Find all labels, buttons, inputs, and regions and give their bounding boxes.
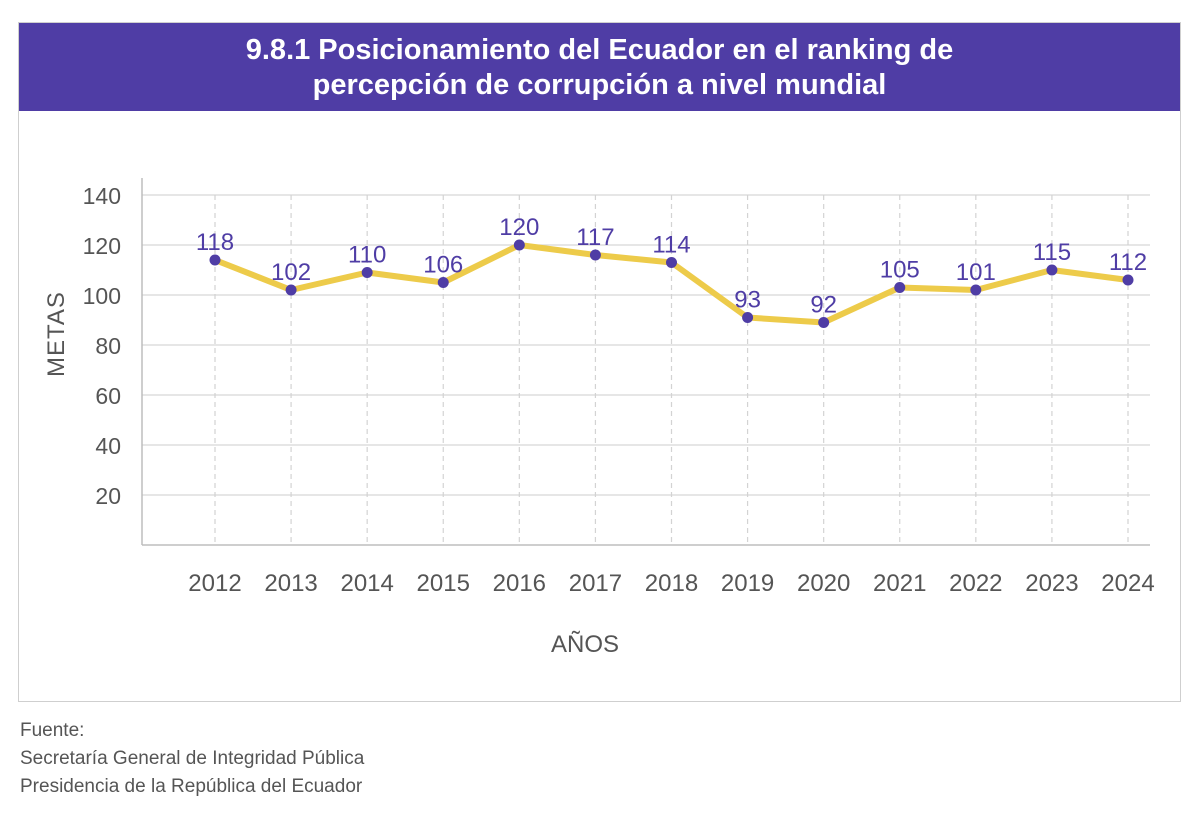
data-label: 106 — [423, 252, 463, 279]
data-label: 110 — [348, 242, 386, 269]
x-tick-label: 2023 — [1025, 570, 1078, 597]
data-point — [361, 267, 373, 278]
data-label: 117 — [576, 224, 614, 251]
data-label: 118 — [196, 229, 234, 256]
source-line-2: Presidencia de la República del Ecuador — [20, 776, 363, 797]
data-label: 93 — [734, 287, 761, 314]
x-tick-label: 2021 — [873, 570, 926, 597]
data-point — [513, 239, 525, 251]
y-tick-label: 120 — [83, 233, 121, 259]
data-point — [818, 317, 830, 328]
source-line-1: Secretaría General de Integridad Pública — [20, 748, 365, 769]
y-tick-label: 100 — [83, 283, 121, 309]
data-label: 115 — [1033, 239, 1071, 266]
chart-title-line-2: percepción de corrupción a nivel mundial — [312, 69, 887, 101]
data-point — [437, 277, 449, 288]
data-label: 92 — [810, 292, 837, 319]
x-tick-label: 2016 — [493, 570, 546, 597]
x-tick-label: 2018 — [645, 570, 698, 597]
y-tick-label: 140 — [83, 183, 121, 209]
chart-frame: 9.8.1 Posicionamiento del Ecuador en el … — [18, 22, 1181, 702]
y-tick-label: 40 — [95, 433, 121, 459]
data-point — [742, 312, 754, 323]
data-point — [666, 257, 677, 268]
data-label: 105 — [880, 257, 920, 284]
data-label: 102 — [271, 259, 311, 286]
x-axis-title: AÑOS — [551, 631, 619, 658]
y-tick-label: 60 — [95, 383, 121, 409]
x-tick-label: 2022 — [949, 570, 1002, 597]
data-point — [209, 254, 221, 266]
data-label: 101 — [956, 259, 996, 286]
x-tick-label: 2013 — [264, 570, 317, 597]
y-tick-label: 80 — [95, 333, 121, 359]
x-tick-label: 2015 — [417, 570, 470, 597]
chart-title: 9.8.1 Posicionamiento del Ecuador en el … — [19, 23, 1180, 111]
data-label: 114 — [652, 232, 690, 259]
data-point — [894, 282, 906, 293]
source-note: Fuente: Secretaría General de Integridad… — [20, 717, 364, 801]
data-point — [285, 284, 297, 296]
x-tick-label: 2020 — [797, 570, 850, 597]
x-tick-label: 2024 — [1101, 570, 1154, 597]
data-label: 120 — [499, 214, 539, 241]
x-tick-label: 2014 — [340, 570, 393, 597]
source-label: Fuente: — [20, 720, 85, 741]
chart-title-line-1: 9.8.1 Posicionamiento del Ecuador en el … — [245, 34, 954, 66]
x-tick-label: 2017 — [569, 570, 622, 597]
y-axis-title: METAS — [43, 291, 70, 377]
data-point — [1046, 264, 1058, 276]
data-point — [589, 249, 601, 261]
y-tick-label: 20 — [95, 483, 121, 509]
x-tick-label: 2012 — [188, 570, 241, 597]
data-point — [970, 284, 982, 296]
x-tick-label: 2019 — [721, 570, 774, 597]
data-point — [1122, 274, 1134, 286]
data-label: 112 — [1109, 249, 1147, 276]
